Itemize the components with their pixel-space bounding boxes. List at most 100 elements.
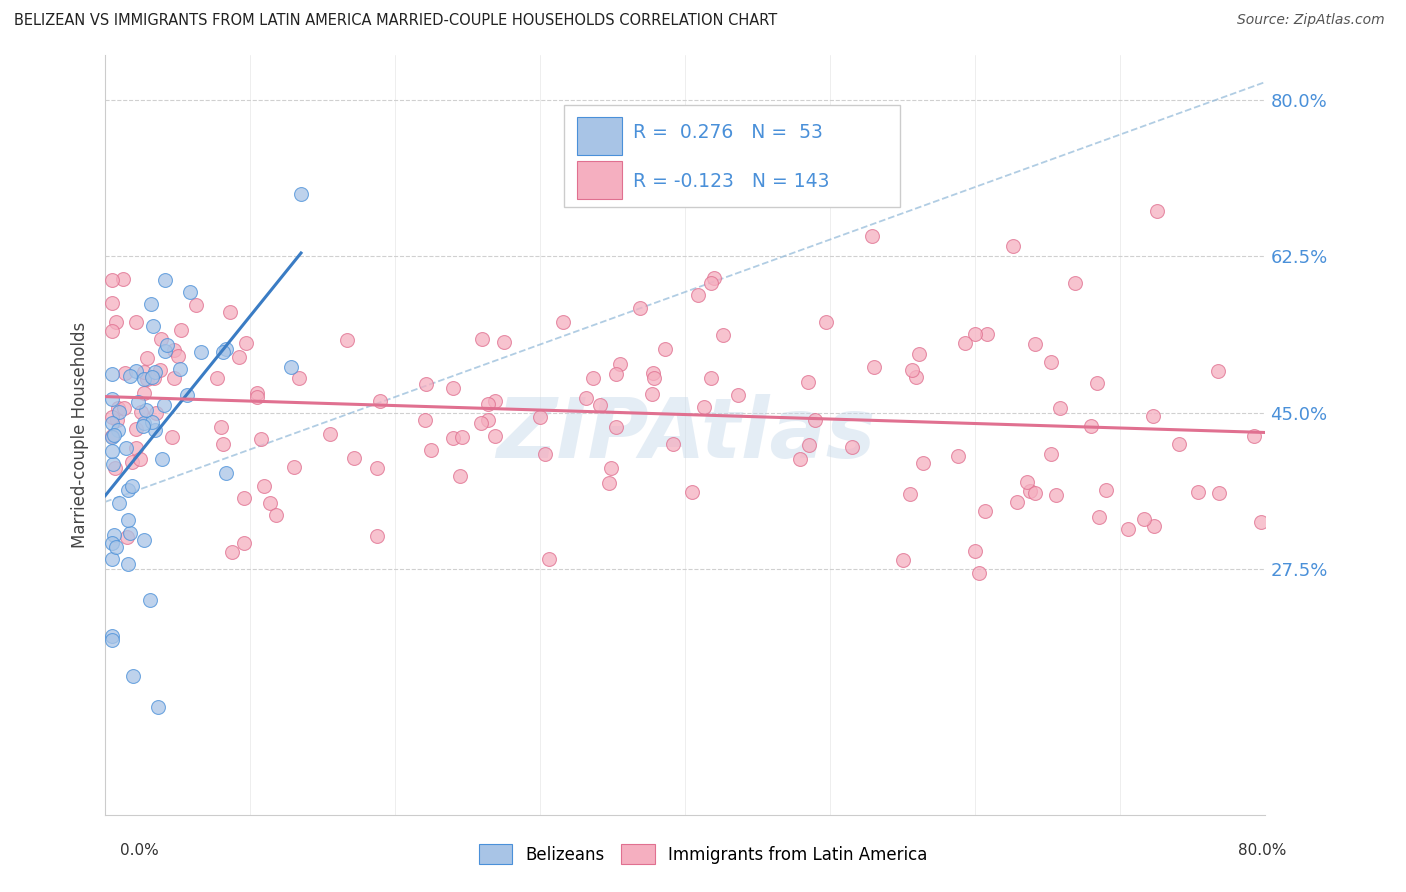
Point [967, 566, 990, 581]
Point [101, 633, 124, 648]
Point [1208, 486, 1230, 500]
Point [139, 297, 162, 311]
Point [534, 446, 557, 460]
Point [134, 366, 156, 380]
Point [976, 326, 998, 341]
Point [132, 372, 155, 386]
Text: R = -0.123   N = 143: R = -0.123 N = 143 [633, 172, 830, 192]
Point [703, 271, 725, 285]
Point [841, 440, 863, 454]
Text: Source: ZipAtlas.com: Source: ZipAtlas.com [1237, 13, 1385, 28]
Point [420, 442, 443, 457]
Point [911, 456, 934, 470]
Point [101, 551, 124, 566]
Point [1005, 495, 1028, 509]
Point [163, 371, 186, 385]
Point [117, 558, 139, 572]
Point [1045, 488, 1067, 502]
Point [105, 540, 128, 554]
Point [1243, 429, 1265, 443]
Point [139, 593, 162, 607]
Text: 80.0%: 80.0% [1239, 843, 1286, 858]
Point [233, 491, 256, 505]
Point [449, 468, 471, 483]
Point [170, 323, 193, 337]
Point [252, 479, 274, 493]
Point [700, 276, 723, 290]
Point [413, 413, 436, 427]
Point [1019, 484, 1042, 499]
Point [574, 392, 596, 406]
Point [441, 381, 464, 395]
Point [815, 315, 838, 329]
Point [135, 403, 157, 417]
Point [598, 476, 620, 491]
Point [101, 273, 124, 287]
Point [494, 335, 516, 350]
Point [114, 366, 136, 380]
Point [148, 700, 170, 714]
Legend: Belizeans, Immigrants from Latin America: Belizeans, Immigrants from Latin America [472, 838, 934, 871]
Point [115, 441, 138, 455]
Point [1146, 204, 1168, 219]
Point [156, 338, 179, 352]
Point [125, 422, 148, 436]
Point [184, 298, 207, 312]
Point [163, 343, 186, 357]
Point [711, 327, 734, 342]
Point [212, 344, 235, 359]
Point [108, 496, 131, 510]
Point [862, 359, 884, 374]
Point [283, 460, 305, 475]
Point [127, 395, 149, 409]
Point [1250, 516, 1272, 530]
Point [136, 351, 159, 366]
Point [1039, 447, 1062, 461]
Point [117, 483, 139, 497]
Point [366, 461, 388, 475]
Point [160, 430, 183, 444]
Point [215, 466, 238, 480]
Point [280, 360, 302, 375]
Point [101, 296, 124, 310]
Point [643, 366, 665, 380]
Point [538, 552, 561, 566]
Point [654, 342, 676, 356]
Point [107, 401, 129, 415]
Point [1015, 475, 1038, 490]
Point [235, 336, 257, 351]
Point [120, 525, 142, 540]
Point [797, 375, 820, 389]
Point [149, 332, 172, 346]
Point [149, 363, 172, 377]
Point [228, 350, 250, 364]
Point [862, 229, 884, 244]
Point [1039, 354, 1062, 368]
Point [471, 332, 494, 346]
Point [125, 441, 148, 455]
Point [682, 485, 704, 500]
Point [108, 405, 131, 419]
Point [118, 368, 141, 383]
Point [101, 457, 124, 471]
Point [600, 461, 623, 475]
Point [1132, 512, 1154, 526]
Point [259, 496, 281, 510]
Point [643, 370, 665, 384]
Point [470, 416, 492, 430]
Point [1143, 518, 1166, 533]
Point [155, 343, 177, 358]
Point [101, 324, 124, 338]
Point [290, 186, 312, 201]
Point [136, 372, 159, 386]
Point [288, 370, 311, 384]
Point [103, 428, 125, 442]
Point [662, 437, 685, 451]
Point [529, 409, 551, 424]
Point [693, 400, 716, 414]
Point [215, 342, 238, 356]
Point [218, 305, 240, 319]
Point [125, 315, 148, 329]
Point [343, 450, 366, 465]
Point [132, 416, 155, 430]
